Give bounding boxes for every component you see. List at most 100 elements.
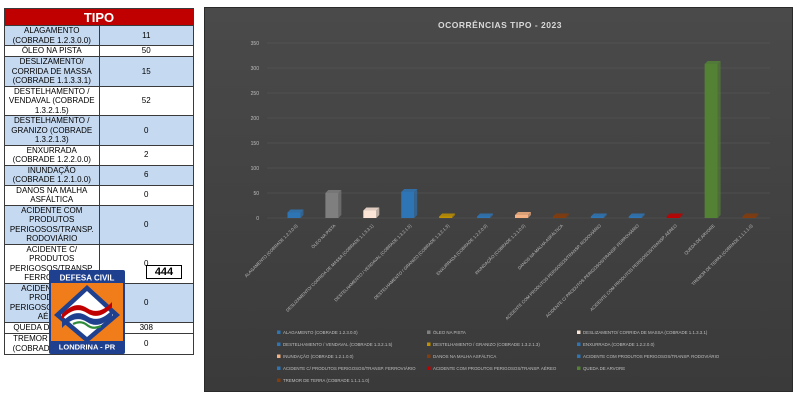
x-category-label: ALAGAMENTO (COBRADE 1.2.3.0.0) [244, 223, 300, 279]
bar-side [300, 209, 304, 218]
legend-label: DESTELHAMENTO / VENDAVAL (COBRADE 1.3.2.… [283, 342, 393, 347]
legend-item: ACIDENTE C/ PRODUTOS PERIGOSOS/TRANSP. F… [277, 366, 416, 371]
bar [590, 216, 604, 218]
row-label: DANOS NA MALHA ASFÁLTICA [4, 184, 100, 206]
bar-top [401, 189, 418, 192]
legend-label: INUNDAÇÃO (COBRADE 1.2.1.0.0) [283, 354, 354, 359]
legend-item: DESTELHAMENTO / GRANIZO (COBRADE 1.3.2.1… [427, 342, 540, 347]
legend-label: ACIDENTE COM PRODUTOS PERIGOSOS/TRANSP. … [433, 366, 557, 371]
legend-swatch [577, 342, 581, 346]
table-row: DESTELHAMENTO / GRANIZO (COBRADE 1.3.2.1… [4, 115, 194, 146]
legend-item: INUNDAÇÃO (COBRADE 1.2.1.0.0) [277, 354, 354, 359]
row-label: DESTELHAMENTO / GRANIZO (COBRADE 1.3.2.1… [4, 115, 100, 146]
legend-item: ACIDENTE COM PRODUTOS PERIGOSOS/TRANSP. … [577, 354, 720, 359]
row-label: DESTELHAMENTO / VENDAVAL (COBRADE 1.3.2.… [4, 85, 100, 116]
legend-swatch [577, 354, 581, 358]
logo-top-text: DEFESA CIVIL [60, 274, 115, 283]
legend-swatch [277, 366, 281, 370]
y-tick-label: 0 [256, 216, 259, 222]
row-label: ACIDENTE COM PRODUTOS PERIGOSOS/TRANSP. … [4, 204, 100, 245]
bar-side [679, 213, 683, 218]
row-value: 2 [98, 144, 194, 166]
chart-title: OCORRÊNCIAS TIPO - 2023 [438, 19, 562, 30]
row-value: 15 [98, 56, 194, 87]
legend-item: ENXURRADA (COBRADE 1.2.2.0.0) [577, 342, 655, 347]
bar-top [704, 61, 721, 64]
row-label: ÓLEO NA PISTA [4, 45, 100, 57]
row-value: 0 [98, 204, 194, 245]
y-tick-label: 150 [251, 141, 260, 147]
row-value: 0 [98, 115, 194, 146]
bar-top [590, 213, 607, 217]
bar [742, 216, 756, 218]
bar-top [325, 190, 342, 193]
legend-swatch [427, 366, 431, 370]
legend-item: ACIDENTE COM PRODUTOS PERIGOSOS/TRANSP. … [427, 366, 557, 371]
y-tick-label: 250 [251, 91, 260, 97]
bar-side [641, 213, 645, 218]
bar-side [452, 213, 456, 218]
y-tick-label: 50 [253, 191, 259, 197]
legend-item: ÓLEO NA PISTA [427, 330, 466, 335]
row-value: 52 [98, 85, 194, 116]
y-tick-label: 100 [251, 166, 260, 172]
bar [439, 216, 453, 218]
bar-top [666, 213, 683, 217]
legend-label: ENXURRADA (COBRADE 1.2.2.0.0) [583, 342, 655, 347]
bar-side [376, 207, 380, 218]
bar-top [742, 213, 759, 217]
legend-label: QUEDA DE ARVORE [583, 366, 625, 371]
logo-bottom-text: LONDRINA - PR [59, 343, 116, 352]
bar-side [717, 61, 721, 218]
bar-top [628, 213, 645, 217]
x-category-label: ÓLEO NA PISTA [310, 223, 336, 249]
legend-label: DESLIZAMENTO/ CORRIDA DE MASSA (COBRADE … [583, 330, 708, 335]
row-label: ALAGAMENTO (COBRADE 1.2.3.0.0) [4, 25, 100, 46]
x-category-label: ACIDENTE COM PRODUTOS PERIGOSOS/TRANSP. … [589, 223, 678, 312]
chart-panel: OCORRÊNCIAS TIPO - 2023 0 50 100 150 200 250 3… [204, 7, 793, 392]
table-header: TIPO [4, 8, 194, 26]
table-row: DESTELHAMENTO / VENDAVAL (COBRADE 1.3.2.… [4, 85, 194, 116]
legend-swatch [427, 330, 431, 334]
bar-top [439, 213, 456, 217]
total-cell: 444 [146, 265, 182, 279]
legend-swatch [277, 342, 281, 346]
logo-emblem-icon [54, 285, 120, 343]
legend-item: DESTELHAMENTO / VENDAVAL (COBRADE 1.3.2.… [277, 342, 393, 347]
bar [628, 216, 642, 218]
y-tick-label: 300 [251, 66, 260, 72]
bar-top [552, 213, 569, 217]
x-category-label: DESTELHAMENTO / VENDAVAL (COBRADE 1.3.2.… [333, 223, 413, 303]
table-row: DESLIZAMENTO/ CORRIDA DE MASSA (COBRADE … [4, 56, 194, 87]
bar-top [477, 213, 494, 217]
legend-item: DESLIZAMENTO/ CORRIDA DE MASSA (COBRADE … [577, 330, 708, 335]
bar-side [490, 213, 494, 218]
legend-item: ALAGAMENTO (COBRADE 1.2.3.0.0) [277, 330, 358, 335]
bar-side [603, 213, 607, 218]
bar-top [287, 209, 304, 213]
legend-swatch [427, 342, 431, 346]
bar [552, 216, 566, 218]
legend-item: DANOS NA MALHA ASFÁLTICA [427, 354, 496, 359]
legend-swatch [577, 366, 581, 370]
row-label: INUNDAÇÃO (COBRADE 1.2.1.0.0) [4, 164, 100, 186]
bar [401, 192, 415, 218]
bar [666, 216, 680, 218]
bar-side [414, 189, 418, 218]
bar [515, 215, 528, 218]
table-row: ENXURRADA (COBRADE 1.2.2.0.0) 2 [4, 144, 194, 166]
table-row: ACIDENTE COM PRODUTOS PERIGOSOS/TRANSP. … [4, 204, 194, 245]
bar-top [363, 207, 380, 211]
legend-label: TREMOR DE TERRA (COBRADE 1.1.1.1.0) [283, 378, 370, 383]
table-row: DANOS NA MALHA ASFÁLTICA 0 [4, 184, 194, 206]
legend-swatch [277, 330, 281, 334]
bar [325, 193, 339, 218]
row-label: DESLIZAMENTO/ CORRIDA DE MASSA (COBRADE … [4, 56, 100, 87]
legend-label: ACIDENTE COM PRODUTOS PERIGOSOS/TRANSP. … [583, 354, 720, 359]
legend-label: ALAGAMENTO (COBRADE 1.2.3.0.0) [283, 330, 358, 335]
bar-side [528, 212, 531, 218]
legend-label: DANOS NA MALHA ASFÁLTICA [433, 354, 496, 359]
legend-swatch [277, 354, 281, 358]
row-value: 6 [98, 164, 194, 186]
row-label: ENXURRADA (COBRADE 1.2.2.0.0) [4, 144, 100, 166]
